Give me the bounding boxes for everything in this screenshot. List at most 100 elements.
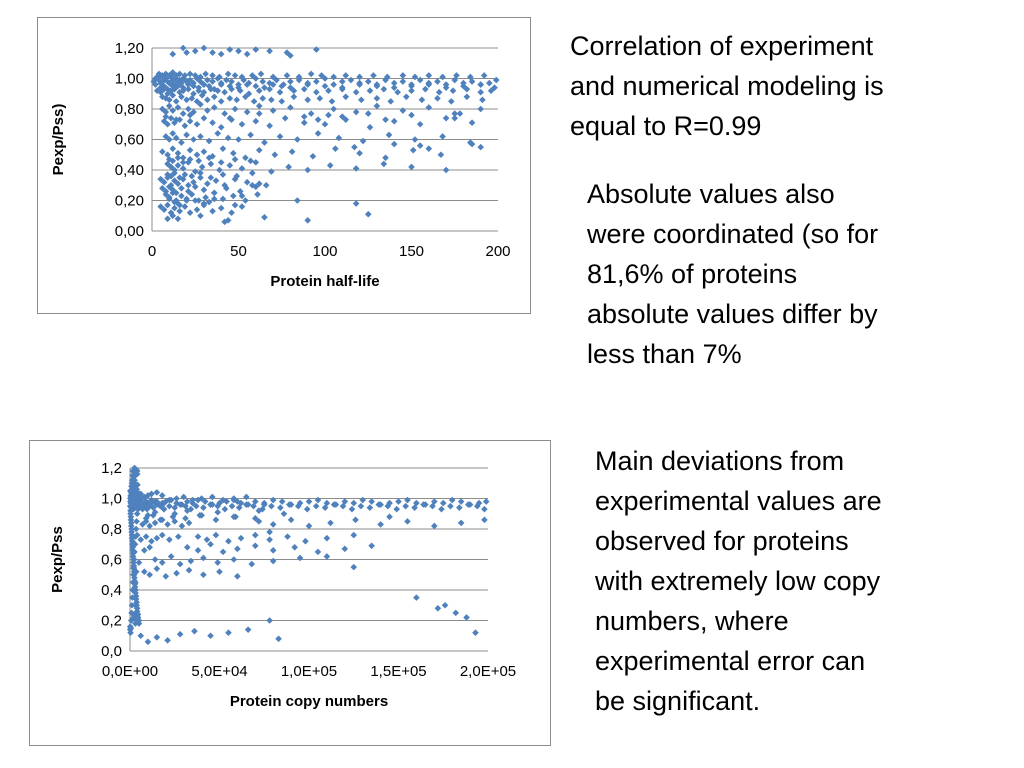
- data-point: [191, 168, 199, 175]
- data-point: [309, 152, 317, 160]
- data-point: [200, 81, 208, 88]
- data-point: [130, 479, 138, 487]
- data-point: [373, 95, 381, 102]
- data-point: [268, 96, 275, 104]
- data-point: [188, 172, 196, 180]
- text-line: numbers, where: [595, 606, 789, 636]
- y-tick-label: 1,2: [101, 460, 122, 477]
- data-point: [228, 209, 235, 216]
- data-point: [190, 90, 197, 98]
- data-points: [150, 44, 500, 226]
- data-point: [179, 165, 187, 172]
- data-point: [209, 119, 216, 127]
- data-point: [313, 46, 320, 53]
- data-point: [226, 162, 234, 169]
- data-point: [132, 620, 139, 627]
- text-block-main-deviations: Main deviations from experimental values…: [595, 441, 995, 721]
- data-points: [126, 464, 490, 646]
- data-point: [242, 197, 249, 204]
- data-point: [283, 72, 291, 79]
- data-point: [160, 505, 168, 513]
- data-point: [178, 522, 186, 530]
- scatter-plot-copy-numbers: 0,0 0,2 0,4 0,6 0,8 1,0 1,2 0,0E+00 5,0E+04 1,0E+…: [49, 460, 516, 710]
- data-point: [183, 96, 190, 104]
- data-point: [307, 110, 315, 117]
- data-point: [183, 544, 191, 551]
- data-point: [243, 493, 250, 501]
- data-point: [233, 172, 241, 180]
- data-point: [487, 87, 495, 94]
- data-point: [234, 545, 241, 553]
- y-tick-label: 0,0: [101, 643, 122, 660]
- data-point: [269, 557, 277, 565]
- data-point: [200, 148, 208, 155]
- data-point: [197, 101, 204, 108]
- data-point: [185, 105, 192, 113]
- data-point: [130, 559, 137, 566]
- data-point: [186, 209, 194, 216]
- data-point: [261, 139, 268, 146]
- text-line: Main deviations from: [595, 446, 845, 476]
- data-point: [238, 203, 246, 210]
- data-point: [387, 98, 395, 105]
- data-point: [252, 498, 259, 505]
- data-point: [366, 87, 374, 94]
- data-point: [166, 136, 173, 143]
- y-tick-label: 0,60: [115, 132, 144, 149]
- data-point: [350, 563, 358, 571]
- data-point: [304, 96, 311, 104]
- data-point: [442, 114, 450, 122]
- data-point: [233, 96, 241, 104]
- data-point: [231, 72, 239, 79]
- data-point: [157, 203, 164, 210]
- data-point: [127, 516, 135, 524]
- text-line: experimental error can: [595, 646, 866, 676]
- data-point: [404, 496, 411, 504]
- data-point: [242, 93, 249, 101]
- data-point: [332, 145, 339, 152]
- data-point: [162, 498, 170, 505]
- data-point: [207, 540, 214, 548]
- data-point: [302, 537, 309, 545]
- data-point: [294, 136, 301, 143]
- data-point: [191, 72, 199, 79]
- data-point: [352, 516, 359, 524]
- x-tick-label: 50: [230, 243, 247, 260]
- data-point: [390, 79, 398, 87]
- data-point: [473, 502, 481, 510]
- data-point: [237, 499, 245, 507]
- data-point: [141, 568, 148, 575]
- data-point: [314, 548, 322, 556]
- data-point: [364, 110, 372, 117]
- data-point: [390, 117, 398, 125]
- data-point: [243, 81, 251, 88]
- data-point: [179, 159, 187, 166]
- text-line: and numerical modeling is: [570, 71, 884, 101]
- data-point: [238, 192, 246, 200]
- data-point: [172, 116, 180, 123]
- data-point: [186, 70, 194, 78]
- data-point: [135, 559, 143, 566]
- data-point: [390, 140, 398, 148]
- data-point: [223, 185, 230, 192]
- data-point: [304, 217, 311, 224]
- data-point: [425, 145, 433, 152]
- data-point: [342, 116, 350, 123]
- data-point: [408, 111, 415, 119]
- data-point: [294, 502, 302, 510]
- data-point: [231, 175, 239, 183]
- data-point: [207, 160, 215, 168]
- data-point: [166, 502, 173, 510]
- data-point: [357, 502, 365, 510]
- data-point: [230, 149, 237, 157]
- data-point: [287, 84, 294, 91]
- data-point: [193, 120, 201, 128]
- data-point: [190, 82, 197, 90]
- data-point: [303, 505, 311, 513]
- y-axis-label: Pexp/Pss: [49, 526, 66, 593]
- data-point: [373, 102, 381, 110]
- data-point: [216, 73, 223, 81]
- data-point: [480, 72, 488, 79]
- data-point: [151, 556, 159, 563]
- data-point: [209, 72, 216, 79]
